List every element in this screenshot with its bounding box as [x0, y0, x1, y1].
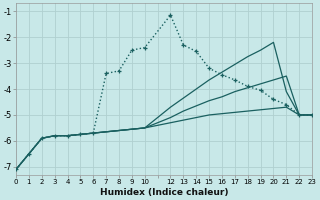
- X-axis label: Humidex (Indice chaleur): Humidex (Indice chaleur): [100, 188, 228, 197]
